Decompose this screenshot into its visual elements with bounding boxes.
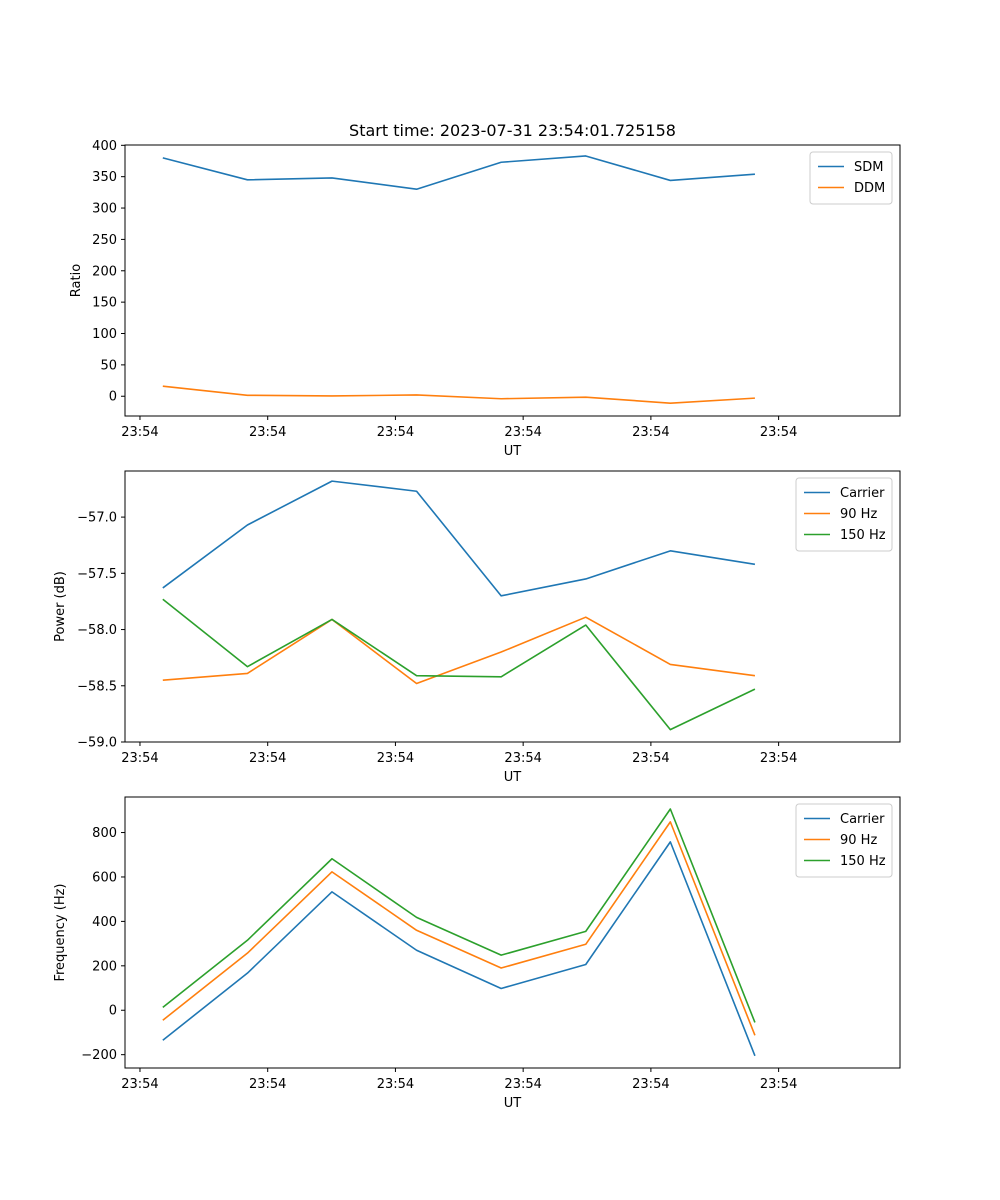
x-tick-label: 23:54: [249, 751, 286, 766]
x-tick-label: 23:54: [504, 425, 541, 440]
y-axis-label: Frequency (Hz): [53, 883, 68, 981]
x-tick-label: 23:54: [504, 1077, 541, 1092]
x-tick-label: 23:54: [632, 1077, 669, 1092]
series-line-ddm: [162, 385, 755, 404]
x-tick-label: 23:54: [377, 1077, 414, 1092]
legend-label: SDM: [854, 160, 883, 175]
y-tick-label: −59.0: [77, 736, 117, 751]
x-axis-label: UT: [504, 1096, 522, 1111]
legend: Carrier 90 Hz 150 Hz: [795, 477, 893, 552]
y-tick-label: 400: [92, 915, 117, 930]
x-tick-label: 23:54: [377, 425, 414, 440]
axes-frame: [124, 796, 901, 1069]
y-tick-label: 150: [92, 296, 117, 311]
axes-frame: [124, 470, 901, 743]
legend: Carrier 90 Hz 150 Hz: [795, 803, 893, 878]
y-tick-label: 250: [92, 233, 117, 248]
series-line-sdm: [162, 155, 755, 191]
plot-frequency: 23:54 23:54 23:54 23:54 23:54 23:54 −200 0 200 40…: [53, 796, 901, 1111]
y-tick-label: 400: [92, 139, 117, 154]
y-tick-label: −58.5: [77, 679, 117, 694]
series-line-carrier: [162, 480, 756, 597]
y-tick-label: 600: [92, 870, 117, 885]
x-tick-label: 23:54: [504, 751, 541, 766]
chart-title: Start time: 2023-07-31 23:54:01.725158: [349, 121, 676, 140]
legend-label: Carrier: [840, 812, 885, 827]
x-tick-label: 23:54: [760, 425, 797, 440]
y-tick-label: 0: [109, 390, 117, 405]
plot-ratio: 23:54 23:54 23:54 23:54 23:54 23:54 0 50 100 150 2…: [69, 139, 901, 459]
x-tick-label: 23:54: [121, 751, 158, 766]
legend-label: DDM: [854, 181, 885, 196]
x-tick-label: 23:54: [121, 425, 158, 440]
plot-power: 23:54 23:54 23:54 23:54 23:54 23:54 −59.0 −58.5…: [53, 470, 901, 785]
y-tick-label: 0: [109, 1004, 117, 1019]
legend-label: 150 Hz: [840, 528, 886, 543]
x-axis-label: UT: [504, 770, 522, 785]
legend-box: [809, 151, 893, 205]
x-axis-label: UT: [504, 444, 522, 459]
legend-label: Carrier: [840, 486, 885, 501]
y-tick-label: 800: [92, 826, 117, 841]
x-tick-label: 23:54: [632, 751, 669, 766]
series-line-90-hz: [162, 616, 756, 685]
legend-label: 90 Hz: [840, 507, 877, 522]
legend: SDM DDM: [809, 151, 893, 205]
legend-label: 90 Hz: [840, 833, 877, 848]
x-tick-label: 23:54: [249, 425, 286, 440]
y-axis-label: Ratio: [69, 264, 84, 297]
series-line-150-hz: [162, 598, 756, 731]
x-tick-label: 23:54: [121, 1077, 158, 1092]
x-tick-label: 23:54: [377, 751, 414, 766]
y-tick-label: −200: [81, 1048, 117, 1063]
y-axis-label: Power (dB): [53, 571, 68, 642]
y-tick-label: −57.5: [77, 567, 117, 582]
y-tick-label: 200: [92, 264, 117, 279]
y-tick-label: 200: [92, 959, 117, 974]
y-tick-label: 300: [92, 202, 117, 217]
axes-frame: [124, 144, 901, 417]
legend-box: [795, 803, 893, 878]
series-line-150-hz: [162, 808, 756, 1023]
y-tick-label: −58.0: [77, 623, 117, 638]
x-tick-label: 23:54: [760, 751, 797, 766]
legend-label: 150 Hz: [840, 854, 886, 869]
y-tick-label: 350: [92, 170, 117, 185]
y-tick-label: −57.0: [77, 511, 117, 526]
y-tick-label: 50: [100, 358, 117, 373]
y-tick-label: 100: [92, 327, 117, 342]
x-tick-label: 23:54: [760, 1077, 797, 1092]
series-line-90-hz: [162, 821, 756, 1036]
x-tick-label: 23:54: [249, 1077, 286, 1092]
series-line-carrier: [162, 841, 756, 1057]
x-tick-label: 23:54: [632, 425, 669, 440]
legend-box: [795, 477, 893, 552]
